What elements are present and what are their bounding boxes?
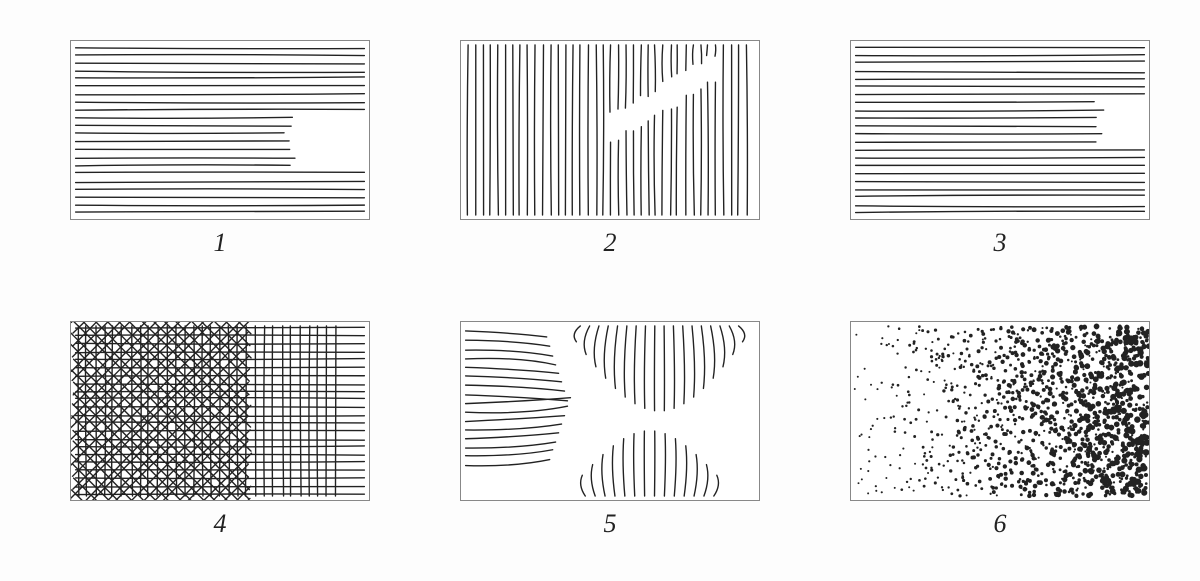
panel-label-6: 6	[994, 511, 1007, 537]
panel-label-5: 5	[604, 511, 617, 537]
panel-5-contour-curves	[460, 321, 760, 501]
panel-cell-2: 2	[460, 40, 760, 271]
panel-cell-6: 6	[850, 321, 1150, 552]
panel-cell-3: 3	[850, 40, 1150, 271]
panel-label-3: 3	[994, 230, 1007, 256]
panel-3-horizontal-hatch	[850, 40, 1150, 220]
panel-label-4: 4	[214, 511, 227, 537]
panel-2-vertical-hatch	[460, 40, 760, 220]
panel-grid: 1 2 3 4 5 6	[0, 0, 1200, 581]
panel-1-horizontal-hatch	[70, 40, 370, 220]
panel-6-stipple	[850, 321, 1150, 501]
panel-label-2: 2	[604, 230, 617, 256]
panel-cell-1: 1	[70, 40, 370, 271]
panel-cell-5: 5	[460, 321, 760, 552]
panel-cell-4: 4	[70, 321, 370, 552]
hatching-techniques-figure: 1 2 3 4 5 6	[0, 0, 1200, 581]
panel-label-1: 1	[214, 230, 227, 256]
panel-4-crosshatch	[70, 321, 370, 501]
